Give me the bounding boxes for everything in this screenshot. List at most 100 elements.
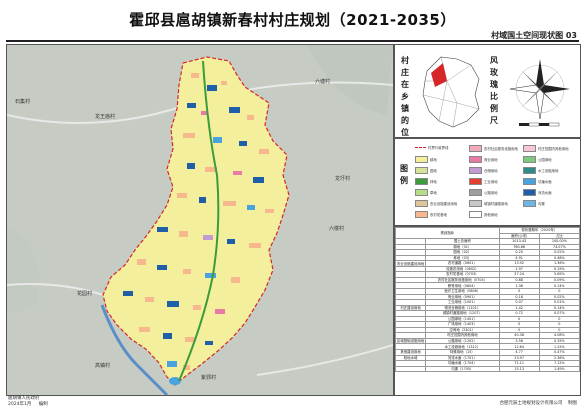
map-title: 霍邱县扈胡镇新春村村庄规划（2021-2035） [129, 11, 456, 29]
table-cell-name: 特殊用地（15） [425, 349, 500, 356]
table-cell-ratio: 0.48% [538, 254, 581, 262]
table-cell-ratio: 0.35% [538, 337, 581, 345]
table-cell-name: 水工设施用地（1312） [425, 343, 500, 350]
table-cell-name: 医疗卫生用地（0806） [425, 288, 500, 295]
central-road [178, 60, 220, 382]
town-outline [422, 56, 480, 128]
legend-item: 坑塘水面 [523, 178, 552, 185]
legend-label: 沟渠 [538, 202, 545, 206]
table-row: 沟渠（1705） 15.13 1.49% [394, 365, 581, 373]
legend-item: 城镇村道路用地 [469, 200, 508, 207]
legend-label: 耕地 [430, 158, 437, 162]
table-cell-area: 15.13 [498, 365, 540, 373]
footer-designed: 制图 [568, 401, 577, 406]
table-cell-ratio: 1.49% [538, 365, 581, 373]
table-cell-name: 商业用地（0901） [425, 293, 500, 301]
neighbor-label: 花园村 [77, 290, 92, 297]
table-cell-ratio: 1.36% [538, 260, 581, 267]
legend-item: 水工设施用地 [523, 167, 558, 174]
legend-label: 坑塘水面 [538, 180, 552, 184]
legend-item: 仓储用地 [469, 167, 498, 174]
legend-swatch [523, 178, 536, 185]
legend-swatch [415, 156, 428, 163]
legend-item: 商业用地 [469, 156, 498, 163]
river [100, 304, 169, 395]
footer-org-name: 扈胡镇人民政府 [8, 396, 40, 401]
legend-label: 水工设施用地 [538, 169, 559, 173]
land-use-table: 规划指标 现状基期年（2020年） 面积(公顷) 占比 国土总面积 1013.43… [394, 226, 581, 396]
table-body: 国土总面积 1013.43 100.00% 耕地（01） 760.66 74.07% 园地（… [394, 238, 581, 373]
legend-swatch [415, 189, 428, 196]
legend-swatch [469, 156, 482, 163]
table-row: 村庄范围内其他用地 40.38 4.08% [394, 332, 581, 339]
main-map[interactable]: 石集村 龙王庙村 六塘村 龙圩村 六楼村 花园村 高镇村 紫郢村 [6, 44, 394, 396]
table-cell-ratio: 0.01% [538, 299, 581, 306]
table-row: 农村宅基地（0703） 57.24 5.65% [394, 271, 581, 278]
table-cell-ratio: 0.09% [538, 276, 581, 284]
legend-label: 林地 [430, 180, 437, 184]
compass-label: 风玫瑰比例尺 [490, 56, 498, 125]
legend-item: 林地 [415, 178, 437, 185]
neighbor-label: 高镇村 [95, 362, 110, 369]
legend-label: 草地 [430, 191, 437, 195]
table-row: 其他建设用地 特殊用地（15） 4.77 0.47% [394, 349, 581, 356]
legend-item: 工业用地 [469, 178, 498, 185]
legend-label: 村界行政界线 [428, 146, 449, 150]
footer-org: 扈胡镇人民政府 2024年1月 编制 [8, 396, 48, 407]
table-cell-name: 空闲地（2301） [425, 326, 500, 334]
land-use-table-grid: 规划指标 现状基期年（2020年） 面积(公顷) 占比 国土总面积 1013.43… [394, 226, 581, 373]
table-row: 工业用地（1001） 0.07 0.01% [394, 299, 581, 306]
legend-item: 其他用地 [469, 211, 498, 218]
table-row: 空闲地（2301） 0 0 [394, 326, 581, 334]
legend-item: 草地 [415, 189, 437, 196]
table-cell-ratio: 0.14% [538, 304, 581, 312]
footer-designer: 合肥元辰土地规划设计有限公司 制图 [500, 400, 577, 406]
terrain-shade-ne [307, 45, 393, 115]
footer-compiled: 编制 [38, 401, 48, 407]
table-cell-ratio: 0.14% [538, 282, 581, 289]
legend-swatch [415, 167, 428, 174]
table-cell-ratio: 5.65% [538, 271, 581, 278]
table-row: 医疗卫生用地（0806） 0 0 [394, 288, 581, 295]
legend-label: 工业用地 [484, 180, 498, 184]
table-row: 广场用地（1403） 0 0 [394, 321, 581, 328]
legend-label: 农村社区服务设施用地 [484, 147, 518, 151]
town-inset-map [422, 56, 480, 128]
table-cell-ratio: 0 [538, 321, 581, 328]
legend-item: 农村社区服务设施用地 [469, 145, 518, 152]
legend-item: 村界行政界线 [415, 145, 448, 150]
legend-item: 河流水面 [523, 189, 552, 196]
footer-date: 2024年1月 [8, 401, 32, 407]
table-cell-category: 农业设施建设用地 [394, 260, 427, 267]
table-cell-name: 设施农用地（0602） [425, 265, 500, 273]
legend-swatch [469, 189, 482, 196]
table-cell-name: 农村宅基地（0703） [425, 271, 500, 278]
legend-item: 园地 [415, 167, 437, 174]
village-highlight [431, 63, 447, 87]
neighbor-label: 龙王庙村 [95, 113, 115, 120]
legend-swatch [469, 211, 482, 218]
table-cell-name: 物流仓储用地（1101） [425, 304, 500, 312]
table-cell-name: 公园绿地（1401） [425, 315, 500, 323]
table-row: 农村社区服务设施用地（0704） 0.88 0.09% [394, 276, 581, 284]
neighbor-label: 石集村 [15, 98, 30, 105]
legend-label: 农业设施建设用地 [430, 202, 458, 206]
table-cell-name: 工业用地（1001） [425, 299, 500, 306]
legend-panel: 图例 村界行政界线 农村社区服务设施用地 村庄范围内其他用地 耕地 商业用地 公园绿地 园地… [394, 138, 581, 226]
legend-swatch [523, 167, 536, 174]
legend-swatch [415, 211, 428, 218]
legend-label: 公路用地 [484, 191, 498, 195]
table-cell-ratio: 1.25% [538, 343, 581, 350]
table-row: 城镇村道路用地（1207） 0.72 0.07% [394, 310, 581, 317]
legend-label: 城镇村道路用地 [484, 202, 508, 206]
land-patches [123, 73, 274, 385]
table-header-indicator: 规划指标 [395, 226, 500, 240]
table-cell-name: 公路用地（1202） [425, 337, 500, 345]
table-cell-ratio: 7.12% [538, 360, 581, 367]
table-row: 商业用地（0901） 0.16 0.02% [394, 293, 581, 301]
table-row: 村庄建设用地 物流仓储用地（1101） 1.42 0.14% [394, 304, 581, 312]
village-boundary [102, 56, 290, 386]
legend-label: 村庄范围内其他用地 [538, 147, 569, 151]
neighbor-label: 紫郢村 [201, 374, 216, 381]
table-cell-ratio: 2.36% [538, 354, 581, 362]
